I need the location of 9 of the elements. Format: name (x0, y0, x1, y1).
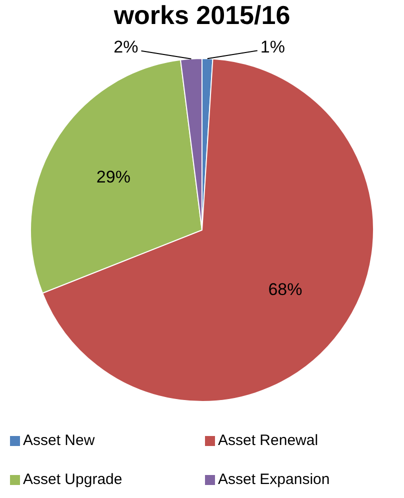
legend-label: Asset Renewal (217, 432, 320, 449)
legend-label: Asset New (22, 432, 96, 449)
data-label: 68% (268, 280, 302, 300)
chart-title: works 2015/16 (112, 0, 292, 30)
data-label: 29% (96, 167, 130, 186)
data-label: 2% (114, 38, 138, 57)
legend-label: Asset Upgrade (22, 471, 124, 488)
data-label: 1% (260, 37, 285, 56)
legend-label: Asset Expansion (217, 471, 331, 488)
